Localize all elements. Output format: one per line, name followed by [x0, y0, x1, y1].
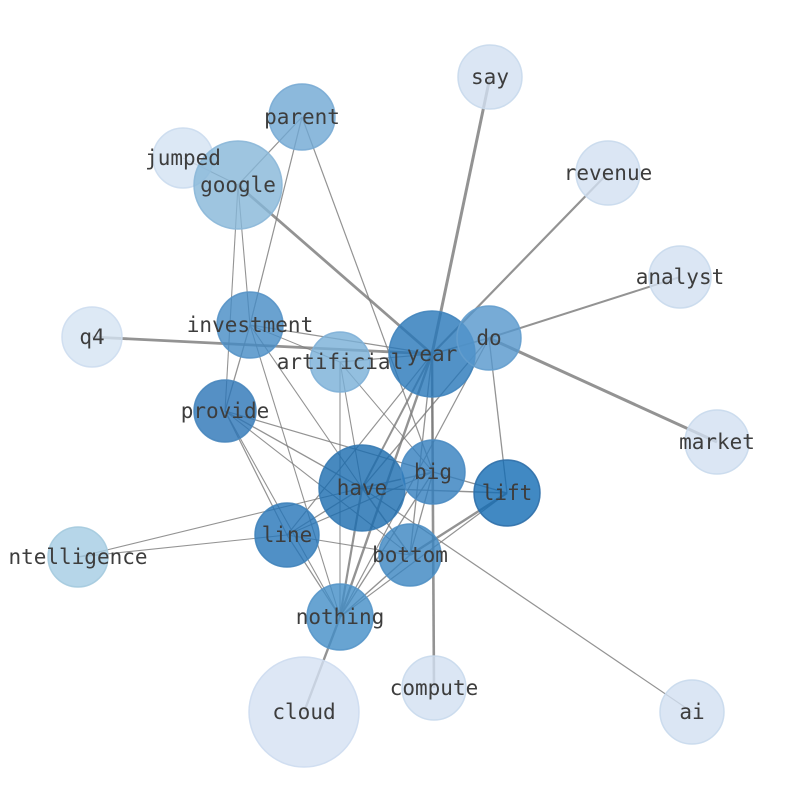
edge-ntelligence-line [77, 534, 288, 558]
edge-provide-big [224, 410, 434, 473]
node-compute [401, 655, 467, 721]
node-revenue [575, 140, 641, 206]
node-provide [193, 379, 257, 443]
node-nothing [306, 583, 374, 651]
edge-ntelligence-have [77, 487, 363, 558]
node-bottom [378, 523, 442, 587]
node-line [254, 502, 320, 568]
node-do [456, 305, 522, 371]
node-big [400, 439, 466, 505]
node-investment [216, 291, 284, 359]
nodes-layer [47, 44, 750, 768]
edge-say-year [430, 76, 492, 355]
node-have [318, 444, 406, 532]
node-q4 [61, 306, 123, 368]
edge-investment-nothing [249, 324, 341, 618]
node-market [684, 409, 750, 475]
node-analyst [648, 245, 712, 309]
edge-parent-big [301, 116, 434, 473]
edge-market-do [488, 336, 718, 444]
node-google [193, 140, 283, 230]
node-cloud [248, 656, 360, 768]
node-lift [473, 459, 541, 527]
node-ntelligence [47, 526, 109, 588]
node-ai [659, 679, 725, 745]
edge-provide-bottom [224, 410, 411, 556]
node-parent [268, 83, 336, 151]
node-say [457, 44, 523, 110]
edge-parent-investment [249, 116, 303, 326]
node-artificial [309, 331, 371, 393]
edge-analyst-do [488, 276, 681, 339]
